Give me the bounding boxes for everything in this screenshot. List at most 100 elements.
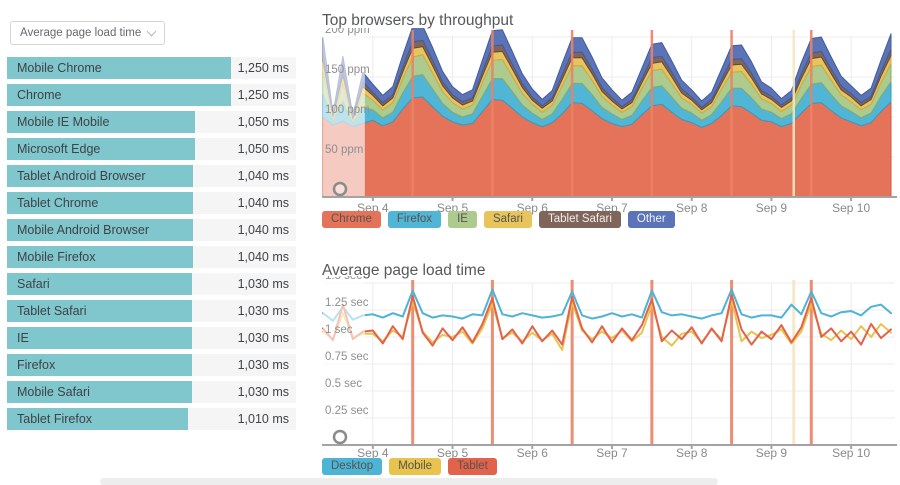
y-axis-label: 0.5 sec — [325, 378, 362, 390]
y-axis-label: 1 sec — [325, 324, 353, 336]
brush-handle[interactable] — [332, 429, 348, 445]
bar-fill — [7, 408, 188, 430]
bar-row[interactable]: Tablet Firefox 1,010 ms — [7, 408, 296, 430]
load-time-chart-canvas[interactable]: 1.5 sec 1.25 sec 1 sec 0.75 sec 0.5 sec 0.25 … — [322, 276, 900, 464]
bar-label: Microsoft Edge — [17, 142, 101, 156]
bar-value: 1,030 ms — [237, 277, 289, 291]
bar-fill — [7, 138, 196, 160]
bar-fill — [7, 57, 231, 79]
bar-row[interactable]: Safari 1,030 ms — [7, 273, 296, 295]
y-axis-label: 1.25 sec — [325, 297, 369, 309]
y-axis-label: 0.25 sec — [325, 405, 369, 417]
y-axis-label: 1.5 sec — [325, 276, 362, 282]
bar-value: 1,030 ms — [237, 358, 289, 372]
bar-fill — [7, 111, 196, 133]
bar-fill — [7, 84, 231, 106]
x-axis-label: Sep 9 — [756, 201, 788, 215]
bar-value: 1,250 ms — [237, 88, 289, 102]
bar-label: Mobile Firefox — [17, 250, 96, 264]
brush-handle[interactable] — [332, 181, 348, 197]
bar-label: Mobile Android Browser — [17, 223, 150, 237]
bar-fill — [7, 327, 192, 349]
bar-row[interactable]: Chrome 1,250 ms — [7, 84, 296, 106]
y-axis-label: 50 ppm — [325, 144, 363, 156]
legend-item-other[interactable]: Other — [627, 211, 675, 228]
legend-item-mobile[interactable]: Mobile — [389, 458, 442, 475]
y-axis-label: 200 ppm — [325, 28, 370, 36]
bar-value: 1,030 ms — [237, 331, 289, 345]
bar-row[interactable]: Mobile Android Browser 1,040 ms — [7, 219, 296, 241]
bar-fill — [7, 300, 192, 322]
x-axis-label: Sep 7 — [596, 446, 628, 460]
legend-item-tablet[interactable]: Tablet — [448, 458, 497, 475]
bar-value: 1,040 ms — [237, 223, 289, 237]
bar-value: 1,040 ms — [237, 196, 289, 210]
y-axis-label: 150 ppm — [325, 64, 370, 76]
bar-label: Mobile Chrome — [17, 61, 102, 75]
bar-fill — [7, 165, 194, 187]
x-axis-label: Sep 9 — [756, 446, 788, 460]
bar-label: Tablet Firefox — [17, 412, 93, 426]
bar-label: Tablet Chrome — [17, 196, 99, 210]
throughput-chart-legend: Chrome Firefox IE Safari Tablet Safari Other — [322, 211, 675, 228]
bar-fill — [7, 354, 192, 376]
bar-fill — [7, 246, 194, 268]
line-series-mobile — [322, 299, 892, 351]
bar-fill — [7, 219, 194, 241]
bar-row[interactable]: Mobile Chrome 1,250 ms — [7, 57, 296, 79]
bar-value: 1,030 ms — [237, 304, 289, 318]
bar-value: 1,040 ms — [237, 250, 289, 264]
metric-select-value: Average page load time — [20, 27, 142, 39]
x-axis-label: Sep 8 — [676, 201, 708, 215]
bar-row[interactable]: Mobile Firefox 1,040 ms — [7, 246, 296, 268]
legend-item-chrome[interactable]: Chrome — [322, 211, 381, 228]
bar-label: Safari — [17, 277, 50, 291]
bar-row[interactable]: Tablet Android Browser 1,040 ms — [7, 165, 296, 187]
browser-load-time-panel: Average page load time Mobile Chrome 1,25… — [7, 14, 296, 474]
bar-value: 1,250 ms — [237, 61, 289, 75]
line-series-desktop — [322, 288, 892, 322]
bar-row[interactable]: Firefox 1,030 ms — [7, 354, 296, 376]
bar-row[interactable]: Mobile Safari 1,030 ms — [7, 381, 296, 403]
legend-item-tablet-safari[interactable]: Tablet Safari — [538, 211, 621, 228]
line-series-tablet — [322, 293, 892, 347]
time-brush-overlay[interactable] — [323, 279, 365, 445]
x-axis-label: Sep 10 — [832, 201, 870, 215]
y-axis-label: 100 ppm — [325, 104, 370, 116]
bar-row[interactable]: Tablet Chrome 1,040 ms — [7, 192, 296, 214]
bar-label: IE — [17, 331, 29, 345]
bar-label: Mobile Safari — [17, 385, 90, 399]
legend-item-firefox[interactable]: Firefox — [387, 211, 442, 228]
x-axis-label: Sep 5 — [437, 446, 469, 460]
bar-row[interactable]: Mobile IE Mobile 1,050 ms — [7, 111, 296, 133]
bar-fill — [7, 381, 192, 403]
y-axis-label: 0.75 sec — [325, 351, 369, 363]
bar-label: Mobile IE Mobile — [17, 115, 110, 129]
load-time-chart-panel: Average page load time 1.5 sec 1.25 sec 1 … — [322, 248, 900, 485]
legend-item-desktop[interactable]: Desktop — [322, 458, 383, 475]
bar-row[interactable]: IE 1,030 ms — [7, 327, 296, 349]
bar-fill — [7, 273, 192, 295]
bar-value: 1,010 ms — [237, 412, 289, 426]
metric-select[interactable]: Average page load time — [10, 21, 166, 45]
legend-item-ie[interactable]: IE — [448, 211, 477, 228]
chevron-down-icon — [146, 26, 157, 37]
horizontal-scrollbar-thumb[interactable] — [100, 478, 718, 485]
bar-row[interactable]: Tablet Safari 1,030 ms — [7, 300, 296, 322]
time-brush-overlay[interactable] — [323, 31, 365, 197]
bar-label: Tablet Safari — [17, 304, 87, 318]
load-time-chart-legend: Desktop Mobile Tablet — [322, 458, 497, 475]
bar-label: Chrome — [17, 88, 62, 102]
throughput-chart-title: Top browsers by throughput — [322, 12, 514, 29]
bar-row[interactable]: Microsoft Edge 1,050 ms — [7, 138, 296, 160]
bar-label: Firefox — [17, 358, 56, 372]
x-axis-label: Sep 8 — [676, 446, 708, 460]
x-axis-label: Sep 6 — [517, 446, 549, 460]
throughput-chart-panel: Top browsers by throughput 200 ppm 150 pp… — [322, 0, 900, 238]
legend-item-safari[interactable]: Safari — [483, 211, 532, 228]
area-series-other — [322, 28, 892, 119]
bar-fill — [7, 192, 194, 214]
x-axis-label: Sep 4 — [357, 446, 389, 460]
